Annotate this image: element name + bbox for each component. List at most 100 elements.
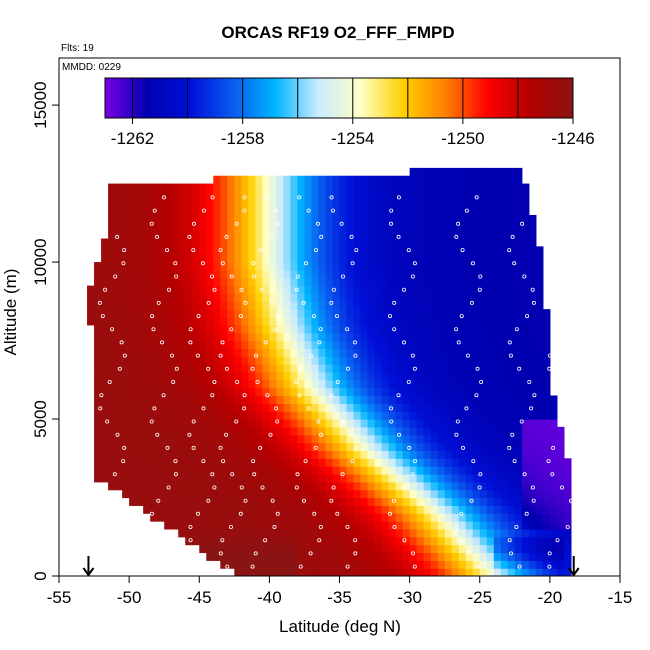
heatmap-cell	[220, 481, 228, 491]
sample-point	[191, 248, 196, 253]
heatmap-cell	[465, 207, 474, 216]
heatmap-cell	[430, 183, 439, 193]
heatmap-cell	[542, 356, 551, 365]
heatmap-cell	[500, 411, 509, 420]
heatmap-cell	[269, 505, 277, 514]
heatmap-cell	[367, 285, 376, 295]
heatmap-cell	[325, 528, 334, 538]
sample-point	[329, 393, 334, 398]
heatmap-cell	[388, 371, 397, 381]
heatmap-cell	[206, 183, 214, 193]
heatmap-cell	[178, 324, 186, 334]
heatmap-cell	[304, 285, 313, 295]
heatmap-cell	[283, 254, 292, 263]
heatmap-cell	[479, 262, 488, 271]
heatmap-cell	[262, 434, 270, 444]
heatmap-cell	[241, 230, 249, 240]
heatmap-cell	[465, 183, 474, 193]
heatmap-cell	[528, 348, 537, 357]
sample-point	[319, 432, 324, 437]
heatmap-cell	[304, 262, 313, 271]
heatmap-cell	[472, 340, 481, 349]
heatmap-cell	[220, 544, 228, 554]
heatmap-cell	[276, 434, 284, 444]
heatmap-cell	[423, 167, 432, 177]
heatmap-cell	[290, 403, 299, 412]
heatmap-cell	[423, 411, 432, 420]
heatmap-cell	[115, 262, 123, 271]
heatmap-cell	[150, 473, 158, 483]
heatmap-cell	[535, 513, 544, 522]
heatmap-cell	[290, 285, 299, 295]
heatmap-cell	[528, 442, 537, 452]
heatmap-cell	[304, 528, 313, 538]
heatmap-cell	[241, 434, 249, 444]
heatmap-cell	[339, 285, 348, 295]
heatmap-cell	[269, 521, 277, 530]
heatmap-cell	[339, 521, 348, 530]
heatmap-cell	[451, 379, 460, 389]
heatmap-cell	[458, 568, 467, 576]
heatmap-cell	[346, 473, 355, 483]
heatmap-cell	[332, 317, 341, 326]
heatmap-cell	[556, 544, 565, 554]
heatmap-cell	[549, 505, 558, 514]
heatmap-cell	[122, 214, 130, 224]
heatmap-cell	[185, 379, 193, 389]
heatmap-cell	[451, 167, 460, 177]
heatmap-cell	[458, 214, 467, 224]
sample-point	[350, 261, 355, 266]
heatmap-cell	[339, 269, 348, 279]
heatmap-cell	[185, 364, 193, 373]
heatmap-cell	[409, 521, 418, 530]
heatmap-cell	[311, 175, 320, 185]
heatmap-cell	[269, 387, 277, 397]
heatmap-cell	[339, 481, 348, 491]
x-tick-label: -55	[47, 588, 72, 607]
heatmap-cell	[339, 340, 348, 349]
heatmap-cell	[241, 466, 249, 475]
sample-point	[314, 248, 319, 253]
heatmap-cell	[290, 293, 299, 302]
heatmap-cell	[381, 285, 390, 295]
heatmap-cell	[269, 489, 277, 499]
heatmap-cell	[304, 466, 313, 475]
heatmap-cell	[143, 340, 151, 349]
sample-point	[191, 419, 196, 424]
heatmap-cell	[248, 348, 256, 357]
heatmap-cell	[500, 254, 509, 263]
heatmap-cell	[115, 199, 123, 208]
heatmap-cell	[206, 489, 214, 499]
heatmap-cell	[493, 348, 502, 357]
heatmap-cell	[206, 230, 214, 240]
heatmap-cell	[185, 222, 193, 232]
heatmap-cell	[332, 560, 341, 569]
heatmap-cell	[332, 277, 341, 287]
heatmap-cell	[535, 473, 544, 483]
heatmap-cell	[185, 183, 193, 193]
heatmap-cell	[542, 324, 551, 334]
heatmap-cell	[479, 536, 488, 546]
heatmap-cell	[388, 301, 397, 310]
heatmap-cell	[283, 552, 292, 561]
heatmap-cell	[500, 348, 509, 357]
heatmap-cell	[290, 481, 299, 491]
heatmap-cell	[248, 332, 256, 342]
heatmap-cell	[220, 332, 228, 342]
heatmap-cell	[458, 293, 467, 302]
heatmap-cell	[500, 481, 509, 491]
sample-point	[121, 459, 126, 464]
heatmap-cell	[458, 371, 467, 381]
heatmap-cell	[325, 293, 334, 302]
heatmap-cell	[500, 395, 509, 404]
heatmap-cell	[430, 293, 439, 302]
heatmap-cell	[339, 379, 348, 389]
heatmap-cell	[101, 348, 109, 357]
heatmap-cell	[395, 489, 404, 499]
heatmap-cell	[199, 536, 207, 546]
sample-point	[550, 472, 555, 477]
heatmap-cell	[241, 222, 249, 232]
heatmap-cell	[206, 262, 214, 271]
sample-point	[410, 353, 415, 358]
heatmap-cell	[241, 207, 249, 216]
